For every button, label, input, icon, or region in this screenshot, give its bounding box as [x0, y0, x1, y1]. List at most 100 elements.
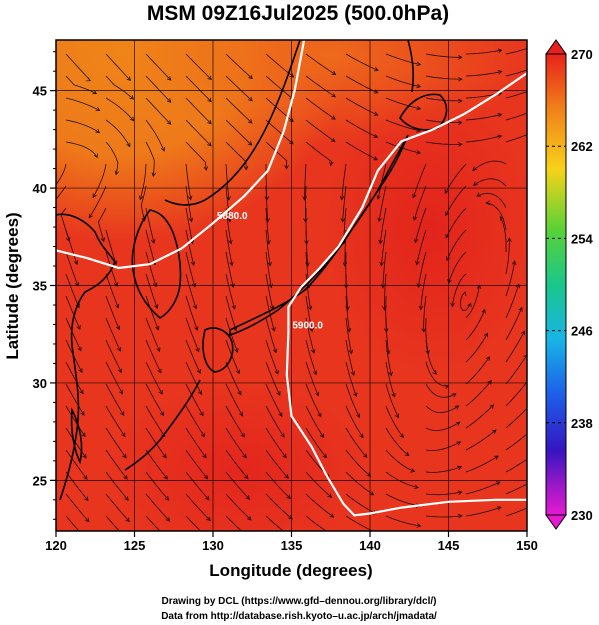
streamline-arrowhead [274, 369, 279, 375]
streamline [505, 284, 520, 319]
streamline [265, 141, 288, 169]
streamline [225, 185, 231, 222]
streamline [65, 361, 84, 394]
streamline-arrowhead [395, 413, 399, 419]
streamline-arrowhead [497, 113, 503, 118]
streamline-arrowhead [247, 119, 253, 124]
streamline [88, 185, 107, 219]
streamline [185, 141, 207, 171]
streamline-arrowhead [373, 111, 379, 116]
streamline [425, 141, 462, 145]
y-tick-label: 30 [33, 376, 47, 391]
streamline [465, 356, 490, 385]
streamline [225, 207, 232, 244]
streamline-arrowhead [331, 534, 335, 537]
streamline-arrowhead [481, 308, 486, 314]
streamline [265, 97, 294, 122]
streamline-arrowhead [166, 98, 172, 103]
streamline [425, 405, 460, 413]
streamline-arrowhead [123, 475, 128, 480]
streamline-arrowhead [280, 433, 285, 438]
streamline-arrowhead [359, 433, 364, 439]
streamline [465, 114, 502, 121]
streamline [97, 207, 107, 242]
streamline [65, 75, 97, 94]
streamline-arrowhead [416, 150, 422, 155]
streamline-arrowhead [507, 237, 512, 242]
streamline [465, 49, 502, 55]
streamline [65, 53, 91, 81]
streamline [225, 141, 247, 170]
streamline-arrowhead [156, 347, 161, 353]
streamline [385, 75, 421, 88]
streamline-arrowhead [418, 305, 424, 311]
streamline-arrowhead [399, 433, 404, 439]
streamline-arrowhead [485, 356, 490, 361]
streamline-arrowhead [240, 432, 245, 438]
streamline [414, 207, 427, 243]
streamline [465, 481, 501, 495]
streamline-arrowhead [515, 283, 520, 289]
streamline-arrowhead [151, 172, 157, 178]
streamline-arrowhead [458, 55, 463, 60]
streamline-arrowhead [467, 302, 472, 308]
streamline [505, 261, 516, 297]
streamline-arrowhead [421, 328, 426, 333]
streamline-arrowhead [188, 217, 194, 223]
streamline-arrowhead [373, 133, 379, 138]
streamline [185, 339, 201, 374]
streamline [225, 229, 233, 266]
streamline-arrowhead [192, 304, 198, 310]
streamline [105, 493, 130, 522]
streamline-arrowhead [322, 453, 327, 459]
streamline [385, 383, 399, 418]
streamline-arrowhead [235, 369, 240, 375]
streamline [472, 160, 507, 171]
streamline [425, 75, 462, 80]
streamline [505, 238, 510, 275]
streamline-arrowhead [457, 465, 463, 470]
streamline-arrowhead [353, 392, 358, 398]
streamline [139, 163, 147, 200]
streamline [345, 295, 350, 332]
streamline [105, 471, 129, 501]
streamline [505, 69, 527, 77]
streamline-arrowhead [245, 495, 251, 500]
streamline [185, 405, 205, 438]
streamline [65, 251, 79, 287]
streamline-arrowhead [289, 73, 295, 78]
streamline [185, 383, 204, 416]
streamline [145, 405, 166, 437]
streamline-arrowhead [425, 349, 430, 355]
streamline-arrowhead [494, 455, 499, 460]
streamline-arrowhead [415, 260, 420, 266]
streamline [305, 229, 309, 267]
streamline-arrowhead [52, 213, 56, 217]
streamline-arrowhead [100, 237, 106, 243]
y-tick-label: 25 [33, 473, 47, 488]
streamline [105, 383, 125, 416]
streamline-arrowhead [458, 98, 463, 104]
streamline-arrowhead [191, 282, 197, 288]
streamline-arrowhead [414, 484, 419, 490]
streamline-arrowhead [124, 496, 129, 501]
streamline [65, 427, 87, 459]
streamline [185, 361, 202, 395]
streamline-arrowhead [485, 200, 491, 206]
streamline [105, 141, 119, 175]
streamline [185, 493, 211, 521]
streamline [145, 317, 160, 352]
streamline [413, 185, 427, 221]
streamline [65, 119, 100, 134]
streamline-arrowhead [495, 481, 501, 486]
streamline [265, 471, 291, 499]
streamline-arrowhead [331, 93, 337, 98]
x-tick-label: 135 [281, 538, 303, 553]
streamline-arrowhead [432, 369, 437, 375]
streamline [225, 273, 236, 310]
streamline-arrowhead [345, 306, 350, 311]
streamline [105, 449, 128, 480]
streamline [145, 53, 172, 81]
streamline-arrowhead [119, 389, 123, 395]
streamline [452, 273, 467, 307]
